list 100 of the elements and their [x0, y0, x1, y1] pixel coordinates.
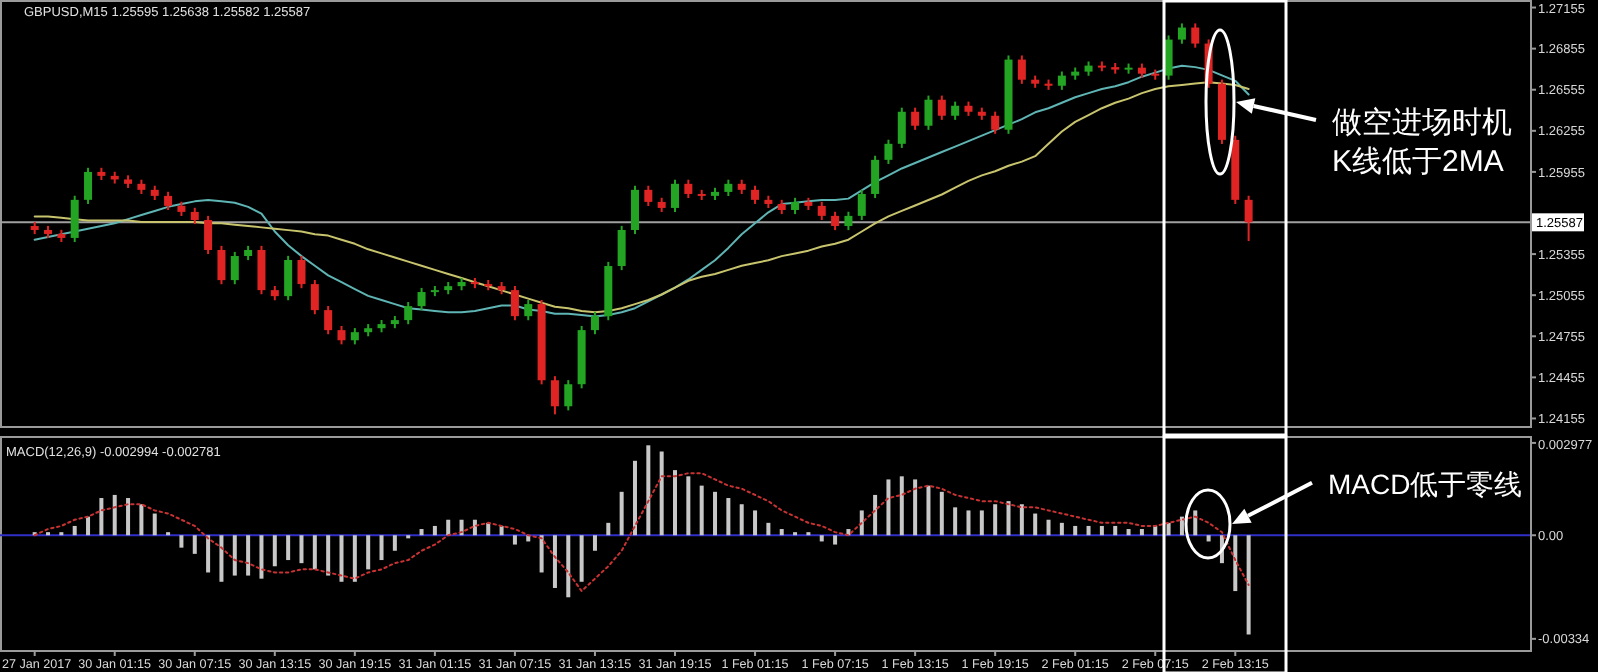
candlestick: [84, 166, 93, 205]
candlestick: [617, 224, 626, 272]
bar: [539, 535, 544, 573]
bar: [913, 479, 918, 536]
candlestick: [324, 305, 333, 336]
bar: [726, 498, 731, 536]
bar: [1206, 535, 1211, 542]
candlestick: [510, 285, 519, 322]
candlestick: [217, 244, 226, 286]
bar: [1086, 525, 1091, 536]
bar: [632, 460, 637, 536]
bar: [779, 529, 784, 536]
bar: [1046, 519, 1051, 536]
bar: [312, 535, 317, 570]
candlestick: [297, 254, 306, 290]
text: MACD低于零线: [1328, 468, 1523, 500]
bar: [1233, 535, 1238, 592]
text: 做空进场时机 K线低于2MA: [1332, 106, 1512, 179]
candlestick: [871, 154, 880, 200]
candlestick: [404, 301, 413, 326]
bar: [1099, 525, 1104, 536]
bar: [126, 498, 131, 536]
bar: [1059, 522, 1064, 536]
bar: [592, 535, 597, 551]
candlestick: [310, 278, 319, 316]
candlestick: [911, 106, 920, 131]
bar: [753, 510, 758, 536]
candlestick: [230, 250, 239, 286]
bar: [272, 535, 277, 567]
bar: [939, 491, 944, 536]
candlestick: [924, 94, 933, 131]
candlestick: [1244, 194, 1253, 243]
bar: [432, 525, 437, 536]
bar: [646, 445, 651, 536]
bar: [886, 479, 891, 536]
candlestick: [257, 244, 266, 296]
bar: [1139, 529, 1144, 536]
bar: [179, 535, 184, 548]
candlestick: [1191, 22, 1200, 49]
candlestick: [550, 375, 559, 416]
bar: [979, 510, 984, 536]
bar: [739, 504, 744, 536]
bar: [232, 535, 237, 576]
candlestick: [844, 210, 853, 232]
bar: [192, 535, 197, 554]
bar: [1033, 513, 1038, 536]
candlestick: [644, 184, 653, 208]
bar: [1166, 522, 1171, 536]
bar: [819, 535, 824, 542]
bar: [1073, 525, 1078, 536]
bar: [219, 535, 224, 582]
bar: [1246, 535, 1251, 635]
candlestick: [671, 178, 679, 214]
candlestick: [1177, 22, 1186, 45]
bar: [206, 535, 211, 573]
candlestick: [1017, 54, 1026, 85]
bar: [619, 491, 624, 536]
bar: [833, 535, 838, 545]
candlestick: [417, 286, 426, 312]
bar: [352, 535, 357, 582]
candlestick: [951, 100, 960, 121]
bar: [339, 535, 344, 582]
bar: [899, 476, 904, 536]
bar: [926, 485, 931, 536]
candlestick: [524, 298, 533, 322]
bar: [1126, 529, 1131, 536]
bar: [246, 535, 251, 576]
bar: [446, 519, 451, 536]
candlestick: [590, 311, 599, 336]
bar: [112, 494, 117, 536]
bar: [366, 535, 371, 570]
candlestick: [857, 188, 866, 221]
bar: [953, 507, 958, 536]
candlestick: [817, 200, 826, 221]
bar: [579, 535, 584, 582]
bar: [713, 491, 718, 536]
candlestick: [70, 194, 79, 244]
candlestick: [884, 138, 893, 165]
bar: [1006, 501, 1011, 536]
bar: [512, 535, 517, 545]
candlestick: [831, 210, 840, 232]
candlestick: [751, 184, 760, 205]
bar: [419, 529, 424, 536]
bar: [673, 470, 677, 536]
bar: [686, 476, 691, 536]
bar: [659, 451, 664, 536]
bar: [1019, 504, 1024, 536]
candlestick: [897, 106, 906, 149]
candlestick: [1057, 70, 1066, 91]
bar: [379, 535, 384, 561]
bar: [299, 535, 304, 564]
bar: [86, 516, 91, 536]
bar: [966, 510, 971, 536]
candlestick: [564, 379, 573, 412]
bar: [1193, 510, 1198, 536]
bar: [766, 522, 771, 536]
bar: [286, 535, 291, 561]
bar: [152, 513, 157, 536]
bar: [606, 522, 611, 536]
bar: [873, 494, 878, 536]
